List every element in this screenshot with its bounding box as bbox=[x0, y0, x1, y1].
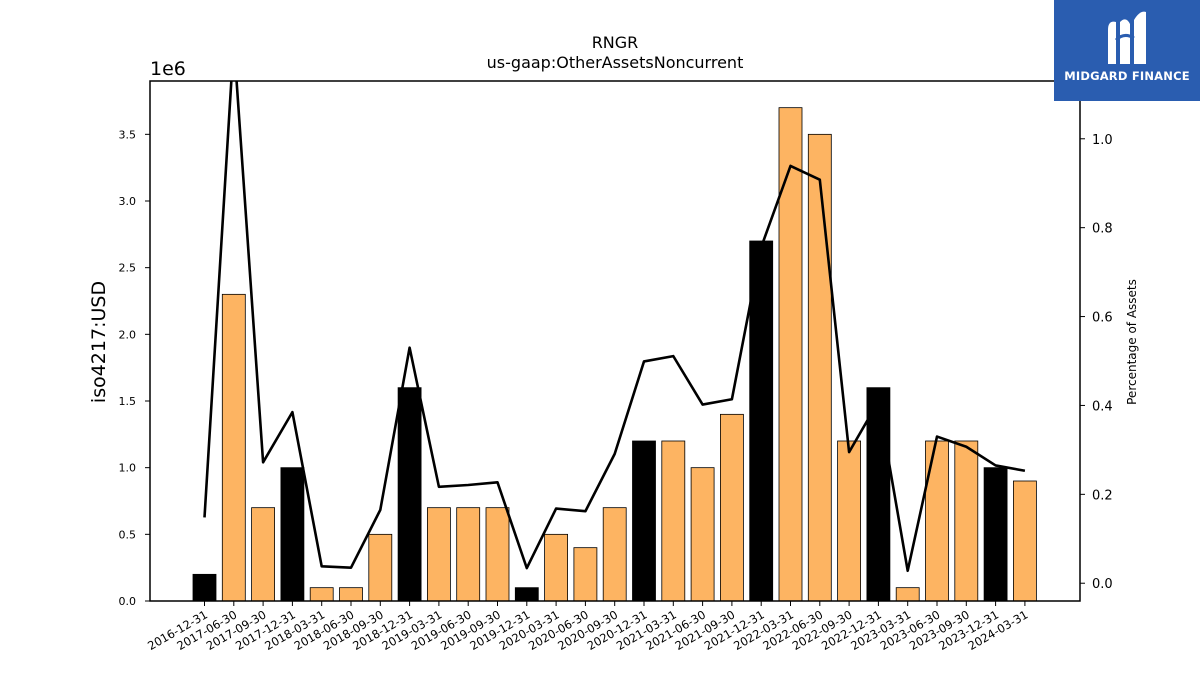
bar bbox=[368, 533, 393, 602]
bar bbox=[1013, 480, 1037, 602]
y2-tick-label: 0.6 bbox=[1092, 311, 1113, 326]
y-tick-label: 2.5 bbox=[119, 262, 137, 275]
bar bbox=[807, 133, 832, 602]
percentage-of-assets-line bbox=[203, 81, 1026, 573]
bar bbox=[251, 507, 276, 602]
bar-group bbox=[192, 107, 1037, 602]
y-tick-label: 1.5 bbox=[119, 395, 137, 408]
bar bbox=[866, 387, 891, 602]
y2-tick-label: 0.0 bbox=[1092, 577, 1113, 592]
axes-group: 0.0 0.5 1.0 1.5 2.0 2.5 3.0 3.5 0.0 0.2 0.4 0.6 0.8 1… bbox=[119, 80, 1113, 653]
bar bbox=[837, 440, 861, 602]
bar bbox=[720, 413, 744, 602]
bar bbox=[514, 587, 539, 602]
bar bbox=[309, 587, 334, 602]
y-offset-label: 1e6 bbox=[150, 58, 186, 80]
logo-text: MIDGARD FINANCE bbox=[1064, 69, 1190, 83]
bar bbox=[895, 587, 920, 602]
y-tick-label: 3.5 bbox=[119, 128, 137, 141]
y2-tick-label: 0.2 bbox=[1092, 488, 1113, 503]
y-tick-label: 3.0 bbox=[119, 195, 137, 208]
bar bbox=[456, 507, 481, 602]
bar bbox=[602, 507, 627, 602]
chart-subtitle: us-gaap:OtherAssetsNoncurrent bbox=[487, 53, 744, 72]
bar bbox=[632, 440, 656, 602]
y2-tick-label: 1.0 bbox=[1092, 133, 1113, 148]
brand-logo: MIDGARD FINANCE bbox=[1054, 0, 1200, 101]
logo-mark-icon bbox=[1108, 11, 1146, 64]
bar bbox=[573, 547, 598, 602]
bar bbox=[690, 467, 715, 602]
percentage-line-group bbox=[203, 81, 1026, 573]
y-tick-label: 1.0 bbox=[119, 462, 137, 475]
y-axis-label: iso4217:USD bbox=[88, 281, 110, 403]
y-tick-label: 0.0 bbox=[119, 595, 137, 608]
bar bbox=[983, 467, 1008, 602]
y-tick-label: 2.0 bbox=[119, 328, 137, 341]
bar bbox=[544, 533, 568, 602]
y2-tick-label: 0.8 bbox=[1092, 222, 1113, 237]
y2-tick-label: 0.4 bbox=[1092, 399, 1113, 414]
bar bbox=[280, 467, 305, 602]
bar bbox=[221, 293, 246, 602]
chart-title: RNGR bbox=[592, 33, 639, 52]
bar bbox=[925, 440, 949, 602]
bar bbox=[485, 507, 510, 602]
y-tick-label: 0.5 bbox=[119, 528, 137, 541]
bar bbox=[426, 507, 451, 602]
bar bbox=[778, 107, 803, 602]
bar bbox=[192, 573, 217, 602]
bar bbox=[661, 440, 686, 602]
bar bbox=[339, 587, 363, 602]
bar bbox=[397, 387, 422, 602]
y2-axis-label: Percentage of Assets bbox=[1125, 279, 1139, 405]
bar bbox=[954, 440, 979, 602]
